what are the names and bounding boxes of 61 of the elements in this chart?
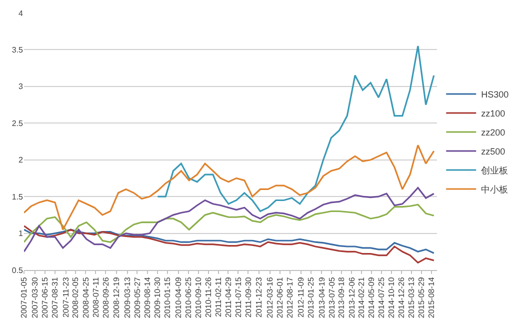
x-tick-label: 2008-09-26: [101, 276, 110, 318]
x-tick-label: 2013-09-18: [337, 276, 346, 318]
y-tick-label: 1: [18, 229, 24, 238]
legend-label: zz200: [481, 128, 506, 138]
x-tick-label: 2013-04-19: [317, 276, 326, 318]
x-tick-label: 2011-02-11: [214, 276, 223, 317]
x-tick-label: 2009-03-13: [123, 276, 132, 318]
x-tick-label: 2008-04-25: [81, 276, 90, 318]
line-series: [24, 186, 435, 252]
x-tick-label: 2011-04-29: [224, 276, 233, 318]
x-tick-label: 2008-07-11: [91, 276, 100, 318]
y-tick-label: 4: [18, 8, 24, 18]
legend-label: 中小板: [481, 184, 508, 195]
x-tick-label: 2011-07-15: [234, 276, 243, 318]
x-tick-label: 2012-08-17: [286, 276, 295, 318]
legend-label: zz500: [481, 146, 506, 157]
x-tick-label: 2013-07-05: [327, 276, 336, 318]
x-tick-label: 2011-12-23: [254, 276, 264, 318]
y-tick-label: 0.5: [12, 266, 24, 275]
x-tick-label: 2014-10-10: [387, 276, 396, 318]
x-tick-label: 2010-01-15: [163, 276, 172, 318]
legend-label: HS300: [481, 90, 509, 100]
x-tick-label: 2007-06-15: [40, 276, 50, 318]
x-tick-label: 2009-10-30: [153, 276, 162, 318]
x-tick-label: 2015-05-29: [417, 276, 426, 318]
x-tick-label: 2014-12-26: [397, 276, 406, 318]
x-tick-label: 2012-06-01: [276, 276, 285, 318]
x-tick-label: 2013-01-25: [306, 276, 316, 318]
x-tick-label: 2010-04-09: [174, 276, 183, 318]
x-tick-label: 2014-07-25: [377, 276, 386, 318]
y-tick-label: 1.5: [12, 192, 24, 202]
line-series: [24, 225, 435, 264]
x-tick-label: 2008-12-19: [112, 276, 122, 318]
legend-label: 创业板: [481, 166, 508, 176]
x-tick-label: 2007-08-31: [50, 276, 60, 318]
x-tick-label: 2012-03-16: [266, 276, 275, 318]
x-tick-label: 2010-11-26: [204, 276, 213, 318]
x-tick-label: 2007-03-30: [30, 276, 40, 318]
line-series: [156, 45, 435, 212]
y-tick-label: 2: [18, 156, 24, 165]
y-tick-label: 3: [18, 82, 24, 92]
line-series: [24, 144, 435, 230]
x-tick-label: 2013-12-06: [347, 276, 356, 318]
x-tick-label: 2012-11-09: [296, 276, 306, 318]
x-tick-label: 2010-09-10: [194, 276, 203, 318]
x-tick-label: 2007-11-23: [61, 276, 70, 318]
x-tick-label: 2007-01-05: [20, 276, 29, 318]
legend-label: zz100: [481, 108, 506, 119]
y-tick-label: 3.5: [12, 46, 24, 55]
x-tick-label: 2015-08-14: [427, 276, 436, 318]
y-tick-label: 2.5: [12, 118, 24, 128]
x-tick-label: 2010-06-25: [184, 276, 193, 318]
x-tick-label: 2015-03-13: [407, 276, 416, 318]
x-tick-label: 2014-05-09: [367, 276, 376, 318]
x-tick-label: 2009-08-14: [143, 276, 152, 318]
x-tick-label: 2014-02-21: [357, 276, 366, 318]
x-tick-label: 2009-05-27: [132, 276, 142, 318]
x-tick-label: 2011-09-30: [244, 276, 253, 318]
x-tick-label: 2008-02-05: [70, 276, 80, 318]
line-series: [24, 204, 435, 243]
line-series: [24, 228, 435, 254]
